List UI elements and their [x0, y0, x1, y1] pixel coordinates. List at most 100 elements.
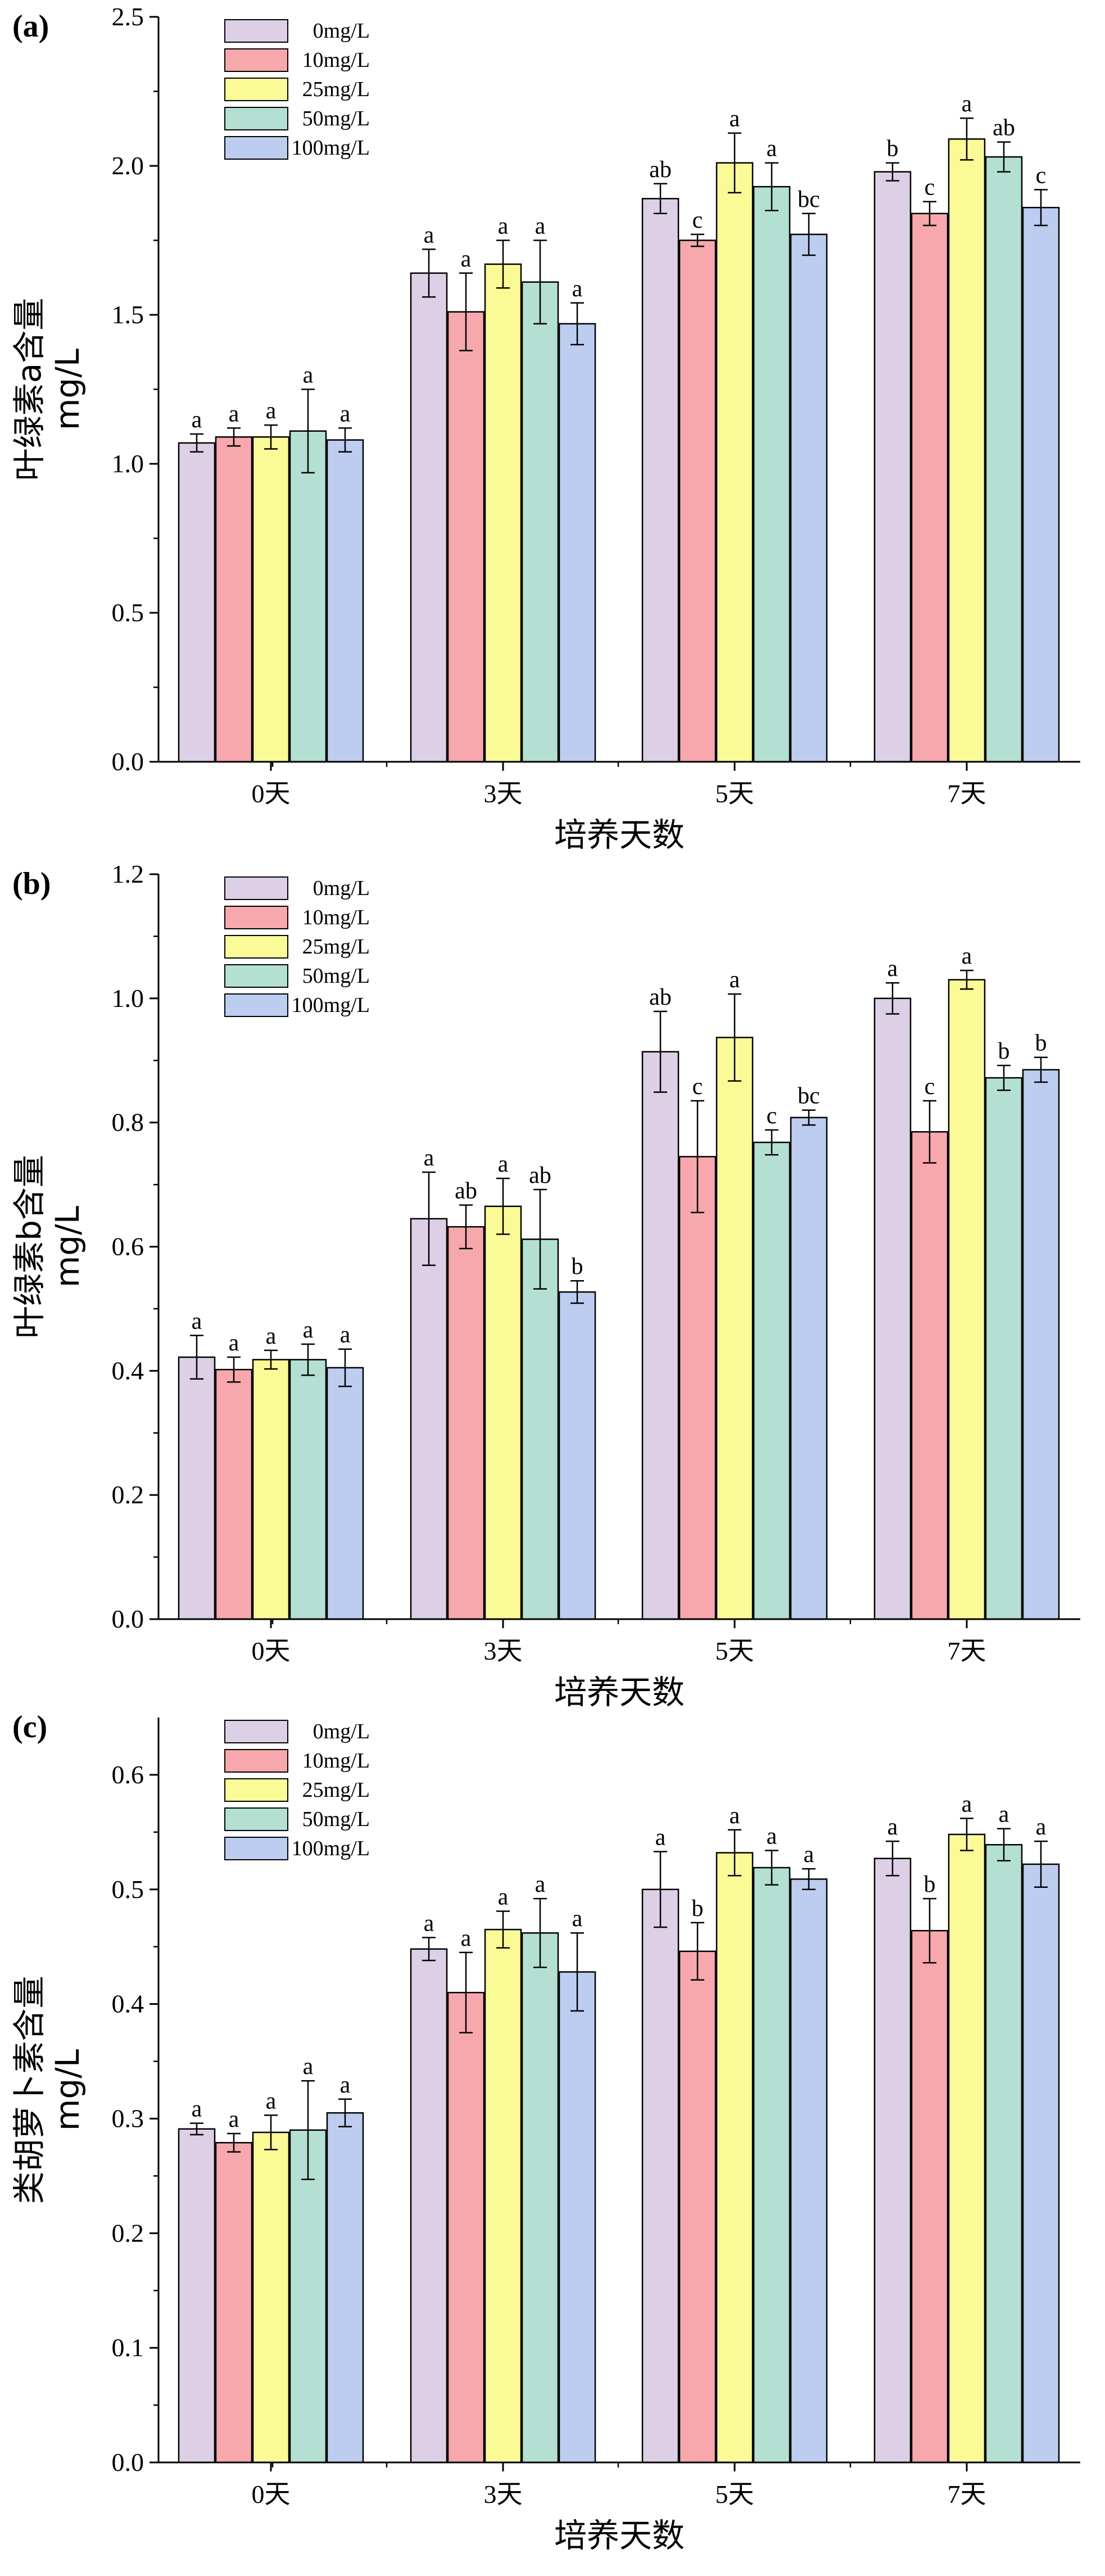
significance-letter: b: [692, 1896, 704, 1922]
bar: [911, 1929, 949, 2464]
bar: [985, 1077, 1023, 1620]
bar: [252, 1359, 290, 1620]
legend-label: 50mg/L: [302, 1807, 370, 1831]
bar: [1022, 1863, 1060, 2464]
bar: [911, 1131, 949, 1620]
significance-letter: b: [887, 136, 899, 162]
x-tick-label: 5天: [715, 2480, 754, 2509]
y-axis-title-line2: mg/L: [48, 2049, 87, 2131]
bar: [641, 198, 680, 763]
significance-letter: ab: [455, 1178, 477, 1204]
significance-letter: a: [229, 401, 239, 427]
panel-label: (b): [12, 866, 51, 901]
legend-label: 25mg/L: [302, 1778, 370, 1802]
legend-label: 100mg/L: [292, 136, 370, 160]
significance-letter: c: [925, 1074, 935, 1100]
legend-label: 100mg/L: [292, 993, 370, 1017]
bar: [753, 1867, 791, 2464]
bar: [678, 1950, 717, 2464]
bar: [715, 1037, 754, 1620]
significance-letter: a: [1036, 1814, 1047, 1840]
bar: [948, 979, 986, 1620]
significance-letter: a: [424, 1145, 434, 1171]
y-axis-title-line1: 类胡萝卜素含量: [10, 1976, 48, 2204]
significance-letter: b: [1035, 1031, 1047, 1056]
significance-letter: bc: [798, 187, 820, 213]
significance-letter: a: [572, 276, 583, 302]
legend-swatch: [224, 78, 288, 101]
bar: [678, 239, 717, 763]
significance-letter: a: [535, 1872, 546, 1897]
significance-letter: a: [730, 1803, 740, 1829]
bar: [447, 311, 485, 763]
bar: [873, 1858, 912, 2464]
bar: [410, 1218, 448, 1620]
significance-letter: b: [924, 1872, 936, 1897]
bar: [215, 436, 253, 763]
y-tick-label: 1.0: [112, 449, 144, 478]
legend-swatch: [224, 906, 288, 929]
significance-letter: a: [424, 222, 434, 248]
legend-label: 10mg/L: [302, 906, 370, 929]
significance-letter: a: [229, 1330, 239, 1356]
bar: [911, 213, 949, 763]
bar: [447, 1226, 485, 1620]
bar: [641, 1051, 680, 1620]
significance-letter: a: [192, 2096, 202, 2122]
significance-letter: a: [340, 2072, 351, 2098]
bar: [410, 1948, 448, 2464]
bar: [948, 138, 986, 763]
significance-letter: b: [998, 1038, 1010, 1064]
y-tick-label: 0.3: [112, 2104, 144, 2132]
bar: [484, 1205, 522, 1620]
y-tick-label: 0.5: [112, 1875, 144, 1904]
x-tick-label: 5天: [715, 779, 754, 808]
legend-swatch: [224, 1807, 288, 1831]
y-tick-label: 0.4: [112, 1990, 144, 2018]
legend-swatch: [224, 136, 288, 160]
significance-letter: a: [192, 1308, 202, 1334]
x-axis-title: 培养天数: [554, 1673, 685, 1711]
y-axis-title-line2: mg/L: [48, 1206, 87, 1287]
bar: [558, 323, 596, 763]
significance-letter: b: [572, 1254, 583, 1280]
bar: [1022, 206, 1060, 763]
bar: [521, 281, 559, 763]
significance-letter: a: [730, 106, 740, 132]
x-tick-label: 0天: [252, 1637, 291, 1665]
significance-letter: a: [303, 1317, 314, 1343]
bar: [178, 442, 216, 763]
legend-swatch: [224, 993, 288, 1017]
bar: [326, 439, 364, 763]
y-tick-label: 0.5: [112, 598, 144, 627]
legend-label: 0mg/L: [313, 876, 370, 900]
significance-letter: a: [767, 136, 777, 162]
legend-label: 50mg/L: [302, 107, 370, 130]
legend-label: 25mg/L: [302, 78, 370, 101]
bar: [484, 263, 522, 763]
bar: [252, 436, 290, 763]
legend-label: 10mg/L: [302, 1749, 370, 1773]
bar: [410, 272, 448, 763]
bar: [326, 2112, 364, 2464]
x-tick-label: 3天: [484, 2480, 523, 2509]
significance-letter: c: [925, 175, 935, 201]
significance-letter: a: [498, 1151, 509, 1177]
significance-letter: a: [266, 1323, 277, 1349]
significance-letter: a: [887, 1814, 898, 1840]
significance-letter: a: [498, 1884, 509, 1910]
y-tick-label: 0.2: [112, 2218, 144, 2247]
y-tick-label: 1.5: [112, 300, 144, 329]
x-tick-label: 7天: [948, 1637, 986, 1665]
bar: [289, 430, 327, 763]
bar: [289, 1359, 327, 1620]
bar: [289, 2129, 327, 2464]
legend-label: 10mg/L: [302, 48, 370, 72]
significance-letter: a: [266, 398, 277, 424]
bar: [215, 1368, 253, 1620]
y-tick-label: 0.0: [112, 2448, 144, 2476]
x-tick-label: 7天: [948, 2480, 986, 2509]
